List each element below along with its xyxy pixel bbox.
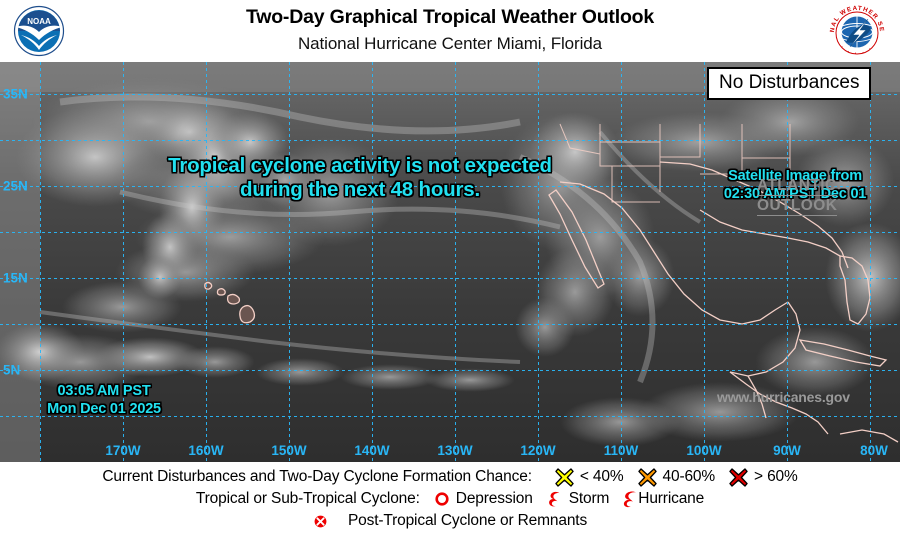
lon-label: 120W [520,443,556,458]
outlook-message-line1: Tropical cyclone activity is not expecte… [168,154,552,177]
lat-label: 25N [3,178,28,194]
lon-label: 90W [773,443,801,458]
issued-date: Mon Dec 01 2025 [47,401,161,417]
x-mark-icon-medium [637,467,657,487]
hurricane-spiral-icon [623,490,638,508]
lat-label: 35N [3,86,28,102]
noaa-seal-icon: NOAA [8,4,70,59]
lon-label: 170W [105,443,141,458]
storm-spiral-icon [547,490,563,508]
lon-label: 80W [860,443,888,458]
lat-label: 5N [3,362,21,378]
atlantic-outlook-line1: ATLANTIC [757,177,837,196]
legend: Current Disturbances and Two-Day Cyclone… [0,462,900,533]
lat-label: 15N [3,270,28,286]
satellite-timestamp: Satellite Image from 02:30 AM PST Dec 01 [700,167,890,203]
lon-label: 140W [354,443,390,458]
svg-text:NOAA: NOAA [27,17,51,26]
satellite-timestamp-line2: 02:30 AM PST Dec 01 [723,186,867,202]
page-title: Two-Day Graphical Tropical Weather Outlo… [245,6,655,28]
lon-label: 150W [271,443,307,458]
status-badge: No Disturbances [707,67,872,100]
lon-label: 160W [188,443,224,458]
outlook-message: Tropical cyclone activity is not expecte… [0,154,720,202]
x-mark-icon-low [555,467,574,487]
satellite-map[interactable]: 170W 160W 150W 140W 130W 120W 110W 100W … [0,62,900,462]
outlook-message-line2: during the next 48 hours. [240,178,480,201]
page-subtitle: National Hurricane Center Miami, Florida [297,34,602,53]
satellite-timestamp-line1: Satellite Image from [728,168,862,184]
issued-time: 03:05 AM PST [57,383,151,399]
nws-seal-icon: NATIONAL WEATHER SERVICE · · · · · [826,2,888,60]
legend-post-tropical-label: Post-Tropical Cyclone or Remnants [347,512,588,529]
legend-storm-label: Storm [568,490,610,507]
legend-depression-label: Depression [455,490,533,507]
atlantic-outlook-line2: OUTLOOK [757,197,838,216]
satellite-imagery [0,62,900,462]
legend-formation-label: Current Disturbances and Two-Day Cyclone… [102,468,532,485]
page-header: NOAA Two-Day Graphical Tropical Weather … [0,0,900,62]
legend-hurricane-label: Hurricane [638,490,705,507]
legend-chance-label-medium: 40-60% [662,468,716,485]
lon-label: 130W [437,443,473,458]
legend-row-formation-chance: Current Disturbances and Two-Day Cyclone… [0,466,900,488]
site-url[interactable]: www.hurricanes.gov [717,389,850,405]
issued-timestamp: 03:05 AM PST Mon Dec 01 2025 [24,382,184,418]
legend-chance-label-low: < 40% [579,468,624,485]
legend-cyclone-label: Tropical or Sub-Tropical Cyclone: [195,490,420,507]
post-tropical-icon [313,514,328,529]
depression-circle-icon [434,491,450,507]
lon-label: 100W [686,443,722,458]
legend-row-post-tropical: Post-Tropical Cyclone or Remnants [0,510,900,532]
atlantic-outlook-link[interactable]: ATLANTIC OUTLOOK [757,176,877,216]
legend-chance-label-high: > 60% [754,468,798,485]
lon-label: 110W [603,443,639,458]
x-mark-icon-high [729,467,748,487]
legend-row-cyclone-types: Tropical or Sub-Tropical Cyclone: Depres… [0,488,900,510]
